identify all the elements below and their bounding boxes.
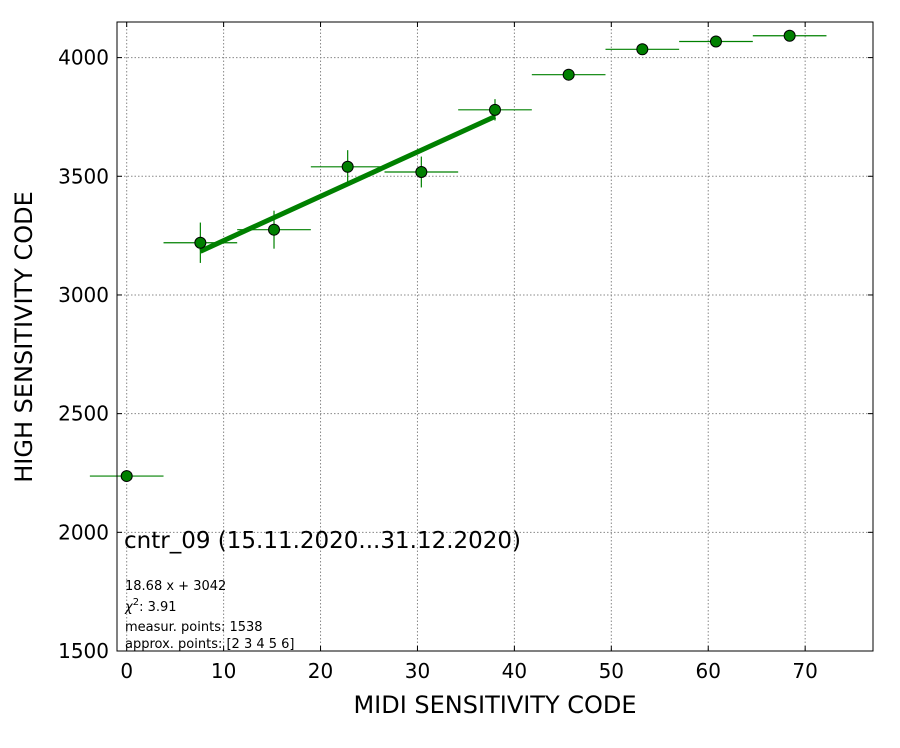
- x-tick-label: 70: [792, 659, 817, 683]
- data-point: [489, 103, 501, 116]
- x-tick-label: 10: [211, 659, 236, 683]
- plot-frame: [116, 21, 874, 652]
- data-point: [783, 29, 796, 42]
- data-point: [415, 166, 428, 179]
- annotation-title: cntr_09 (15.11.2020...31.12.2020): [124, 528, 521, 554]
- annotation-measur: measur. points: 1538: [125, 620, 263, 635]
- annotation-approx: approx. points: [2 3 4 5 6]: [125, 637, 295, 652]
- x-tick-label: 60: [696, 659, 721, 683]
- y-tick-label: 2000: [58, 520, 109, 544]
- annotation-chi: χ2: 3.91: [124, 597, 177, 615]
- chi-value: : 3.91: [139, 600, 176, 615]
- y-axis-title: HIGH SENSITIVITY CODE: [10, 191, 38, 483]
- x-tick-label: 20: [308, 659, 333, 683]
- y-tick-label: 2500: [58, 402, 109, 426]
- data-points: [120, 29, 796, 483]
- data-point: [562, 68, 575, 81]
- y-tick-label: 4000: [58, 46, 109, 70]
- fit-line: [199, 114, 497, 254]
- x-tick-label: 0: [120, 659, 133, 683]
- fit-line-group: [199, 114, 497, 254]
- chi-symbol: χ: [124, 600, 134, 615]
- data-point: [341, 160, 354, 173]
- x-tick-label: 30: [405, 659, 430, 683]
- x-tick-label: 50: [599, 659, 624, 683]
- grid-lines: [117, 22, 873, 651]
- data-point: [268, 223, 281, 236]
- y-tick-label: 1500: [58, 639, 109, 663]
- annotation-equation: 18.68 x + 3042: [125, 579, 226, 594]
- chi-superscript: 2: [133, 597, 139, 608]
- x-tick-label: 40: [502, 659, 527, 683]
- data-point: [709, 35, 722, 48]
- data-point: [120, 470, 133, 483]
- axis-ticks: 0 10 20 30 40 50 60 70 1500 2000 2500 3000 3500 4000: [58, 22, 873, 683]
- y-tick-label: 3500: [58, 164, 109, 188]
- data-point: [636, 43, 649, 56]
- y-tick-label: 3000: [58, 283, 109, 307]
- data-point: [194, 236, 207, 249]
- error-bars: [89, 33, 827, 477]
- x-axis-title: MIDI SENSITIVITY CODE: [353, 691, 636, 719]
